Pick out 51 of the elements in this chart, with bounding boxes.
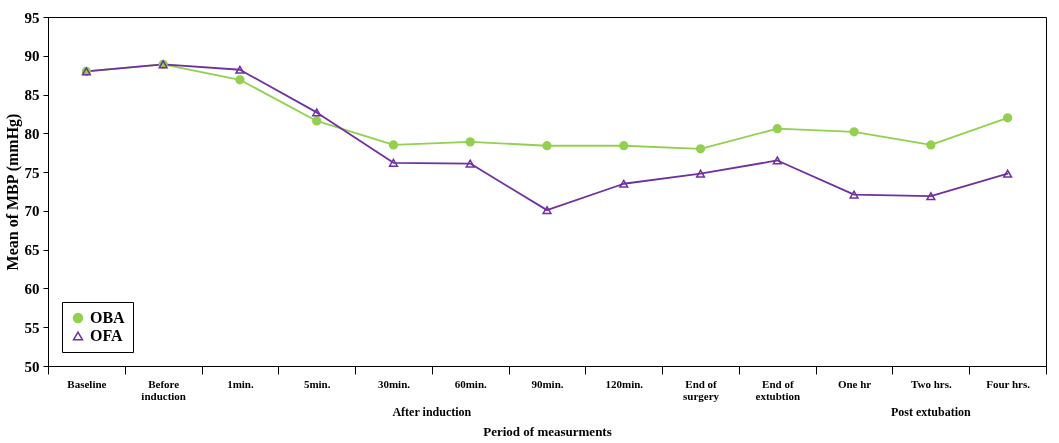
x-tick-label: 1min. bbox=[227, 377, 254, 390]
y-tick-label: 60 bbox=[24, 280, 40, 297]
y-tick-label: 55 bbox=[24, 319, 40, 336]
point bbox=[312, 108, 322, 117]
point bbox=[235, 75, 245, 85]
x-tick-label: 90min. bbox=[531, 377, 564, 390]
point bbox=[465, 137, 475, 147]
x-axis-title: Period of measurments bbox=[483, 423, 612, 439]
x-tick-label: Four hrs. bbox=[986, 377, 1031, 390]
point bbox=[772, 156, 782, 165]
text: Post extubation bbox=[891, 405, 972, 419]
point bbox=[312, 116, 322, 126]
y-axis-title: Mean of MBP (mmHg) bbox=[3, 113, 22, 271]
point bbox=[926, 192, 936, 201]
point bbox=[465, 159, 475, 168]
point bbox=[772, 124, 782, 134]
point bbox=[388, 140, 399, 150]
y-tick-label: 50 bbox=[24, 358, 40, 375]
y-tick-label: 85 bbox=[24, 87, 40, 104]
x-tick-label: Two hrs. bbox=[910, 377, 952, 390]
x-tick-label: 60min. bbox=[454, 377, 488, 390]
y-tick-label: 95 bbox=[24, 9, 40, 26]
y-tick-label: 65 bbox=[24, 242, 40, 259]
x-tick-label: 5min. bbox=[303, 377, 331, 390]
y-tick-label: 90 bbox=[24, 48, 40, 65]
point bbox=[1002, 113, 1013, 123]
y-tick-label: 70 bbox=[24, 203, 40, 220]
point bbox=[1002, 169, 1013, 178]
x-tick-label: End of surgery bbox=[683, 377, 720, 402]
legend-label: OFA bbox=[90, 327, 124, 344]
x-tick-label: 120min. bbox=[605, 377, 644, 390]
x-tick-label: End of extubtion bbox=[755, 377, 801, 402]
y-tick-label: 75 bbox=[24, 164, 40, 181]
point bbox=[542, 206, 552, 215]
point bbox=[542, 141, 552, 151]
point bbox=[619, 141, 629, 151]
point bbox=[926, 140, 936, 150]
x-tick-label: One hr bbox=[837, 377, 872, 390]
point bbox=[849, 127, 859, 137]
x-tick-label: Baseline bbox=[67, 377, 107, 390]
point bbox=[695, 169, 706, 178]
x-tick-label: Before induction bbox=[141, 377, 186, 402]
legend-label: OBA bbox=[90, 309, 126, 326]
point bbox=[388, 158, 399, 167]
point bbox=[695, 144, 706, 154]
x-tick-label: 30min. bbox=[377, 377, 411, 390]
text: After induction bbox=[392, 405, 472, 419]
point bbox=[235, 65, 245, 74]
point bbox=[619, 179, 629, 188]
point bbox=[849, 190, 859, 199]
y-tick-label: 80 bbox=[24, 125, 40, 142]
